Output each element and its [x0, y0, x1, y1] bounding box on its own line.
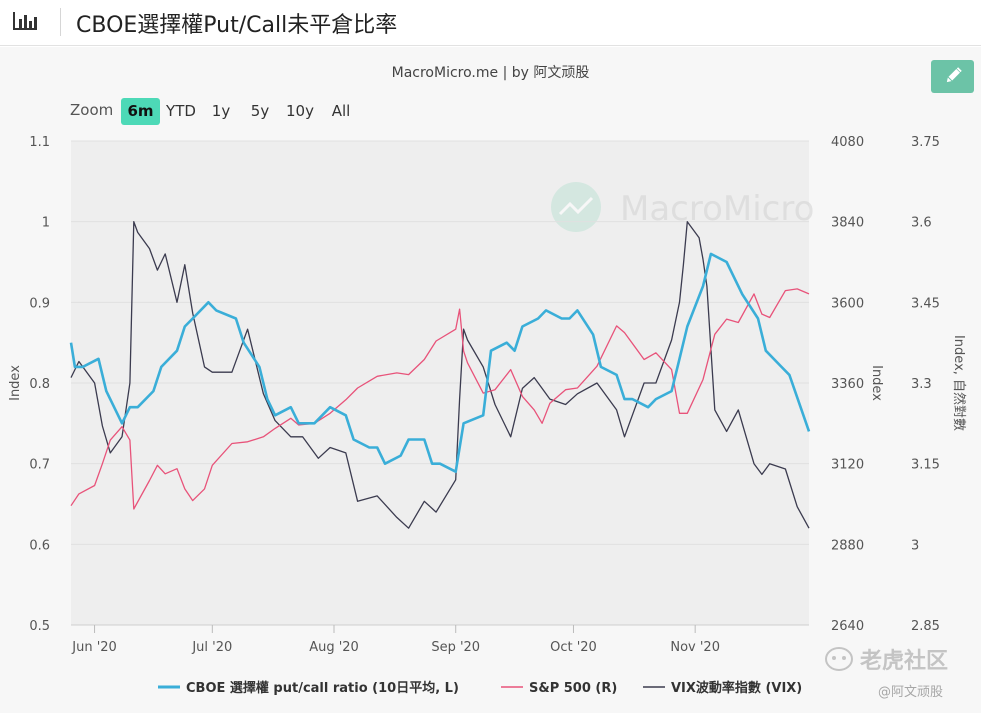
legend-item[interactable]: VIX波動率指數 (VIX)	[671, 680, 802, 696]
right1-tick-label: 3600	[831, 296, 864, 311]
right2-axis-title: Index, 自然對數	[951, 335, 967, 431]
right2-tick-label: 3.45	[911, 296, 940, 311]
right1-tick-label: 3360	[831, 377, 864, 392]
watermark-author: @阿文顽股	[878, 685, 944, 700]
zoom-1y-button[interactable]: 1y	[211, 102, 231, 120]
tiger-logo-icon	[825, 647, 853, 671]
left-tick-label: 0.6	[29, 538, 50, 553]
zoom-ytd-button[interactable]: YTD	[166, 102, 196, 120]
left-tick-label: 1.1	[29, 135, 50, 150]
logo-trend-mark	[558, 196, 594, 216]
zoom-10y-button[interactable]: 10y	[286, 102, 314, 120]
right2-tick-label: 3.75	[911, 135, 940, 150]
x-tick-label: Nov '20	[670, 640, 720, 655]
right2-tick-label: 3.6	[911, 216, 932, 231]
x-tick-label: Sep '20	[431, 640, 480, 655]
series-line-0	[69, 252, 811, 474]
pencil-icon	[946, 67, 962, 83]
left-tick-label: 0.9	[29, 296, 50, 311]
x-tick-label: Jul '20	[191, 640, 232, 655]
edit-button[interactable]	[931, 60, 974, 93]
right1-tick-label: 2880	[831, 538, 864, 553]
watermark-text: MacroMicro	[620, 189, 814, 229]
left-axis-title: Index	[8, 365, 23, 401]
left-tick-label: 0.5	[29, 619, 50, 634]
left-tick-label: 0.8	[29, 377, 50, 392]
zoom-6m-button[interactable]: 6m	[121, 98, 160, 125]
right2-tick-label: 3.3	[911, 377, 932, 392]
header-bar: CBOE選擇權Put/Call未平倉比率	[0, 0, 981, 46]
zoom-all-button[interactable]: All	[331, 102, 351, 120]
right1-tick-label: 3840	[831, 216, 864, 231]
bar-chart-icon	[13, 12, 37, 30]
corner-watermark: 老虎社区 @阿文顽股	[820, 643, 970, 703]
right2-tick-label: 3	[911, 538, 919, 553]
center-watermark: MacroMicro	[551, 182, 814, 232]
macromicro-logo-icon	[551, 182, 601, 232]
chart-credit: MacroMicro.me | by 阿文顽股	[391, 65, 590, 81]
zoom-label: Zoom	[70, 101, 114, 119]
legend-item[interactable]: S&P 500 (R)	[529, 681, 617, 696]
series-line-1	[70, 288, 810, 510]
right2-tick-label: 2.85	[911, 619, 940, 634]
x-tick-label: Jun '20	[71, 640, 117, 655]
right1-tick-label: 4080	[831, 135, 864, 150]
watermark-community: 老虎社区	[860, 649, 949, 674]
right1-axis-title: Index	[869, 365, 884, 401]
page-title: CBOE選擇權Put/Call未平倉比率	[76, 13, 398, 38]
right1-tick-label: 3120	[831, 458, 864, 473]
header-divider	[60, 8, 61, 36]
legend-item[interactable]: CBOE 選擇權 put/call ratio (10日平均, L)	[186, 680, 459, 696]
series-line-2	[70, 221, 810, 529]
x-tick-label: Oct '20	[550, 640, 597, 655]
zoom-5y-button[interactable]: 5y	[250, 102, 270, 120]
x-tick-label: Aug '20	[309, 640, 359, 655]
left-tick-label: 1	[42, 216, 50, 231]
right1-tick-label: 2640	[831, 619, 864, 634]
left-tick-label: 0.7	[29, 458, 50, 473]
right2-tick-label: 3.15	[911, 458, 940, 473]
